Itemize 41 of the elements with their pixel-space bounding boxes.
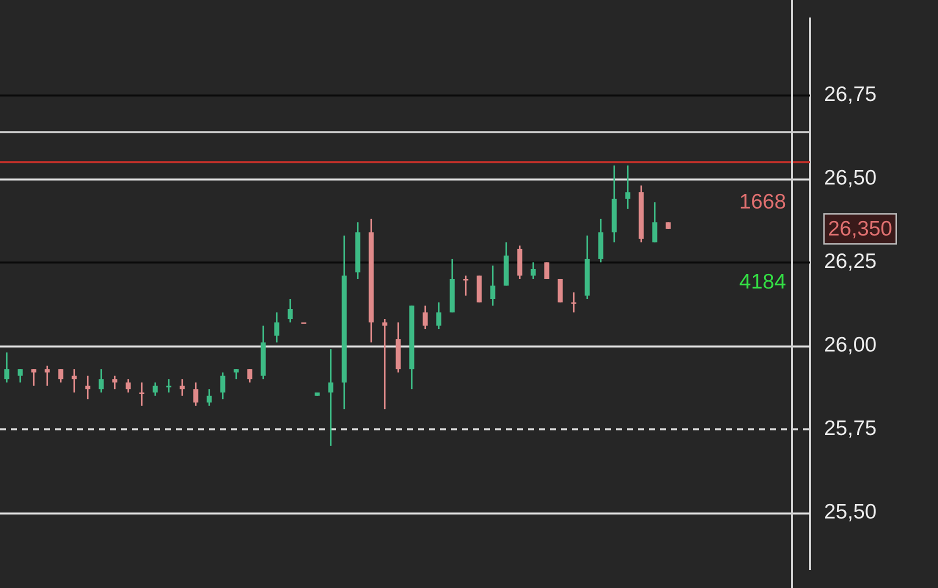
candlestick [206, 388, 212, 407]
y-tick-label: 25,50 [824, 500, 877, 524]
candlestick [382, 318, 388, 410]
candlestick [571, 292, 576, 314]
candlestick [31, 368, 36, 387]
candlestick [625, 164, 630, 210]
candlestick [490, 264, 496, 306]
candlestick [98, 368, 104, 394]
y-tick-label: 26,00 [824, 334, 877, 357]
candlestick [530, 261, 536, 280]
candlestick [58, 368, 64, 384]
candlestick [288, 298, 293, 324]
candlestick [180, 378, 185, 397]
candlestick [139, 382, 144, 407]
text: 26,350 [828, 218, 892, 241]
candlestick [18, 368, 23, 384]
candlestick [112, 374, 118, 390]
candlestick [274, 312, 280, 344]
candlestick [220, 372, 226, 400]
candlestick [544, 261, 550, 280]
candlestick [44, 364, 50, 387]
y-tick-label: 26,50 [824, 166, 877, 190]
annotation: 1668 [739, 190, 786, 214]
candlestick [126, 378, 131, 394]
y-tick-label: 25,75 [824, 416, 877, 440]
candlestick [436, 302, 442, 330]
candlestick [652, 201, 658, 244]
candlestick [152, 382, 158, 397]
candlestick [72, 368, 77, 394]
candlestick [328, 348, 334, 447]
candlestick [4, 352, 10, 384]
annotation: 4184 [739, 270, 786, 294]
y-tick-label: 26,75 [824, 83, 877, 106]
candlestick [463, 274, 468, 296]
candlestick [234, 368, 239, 380]
candlestick [166, 378, 172, 394]
candlestick [247, 368, 252, 384]
candlestick [422, 304, 428, 330]
candlestick [193, 382, 198, 407]
y-tick-label: 26,25 [824, 250, 877, 274]
candlestick [85, 374, 90, 400]
